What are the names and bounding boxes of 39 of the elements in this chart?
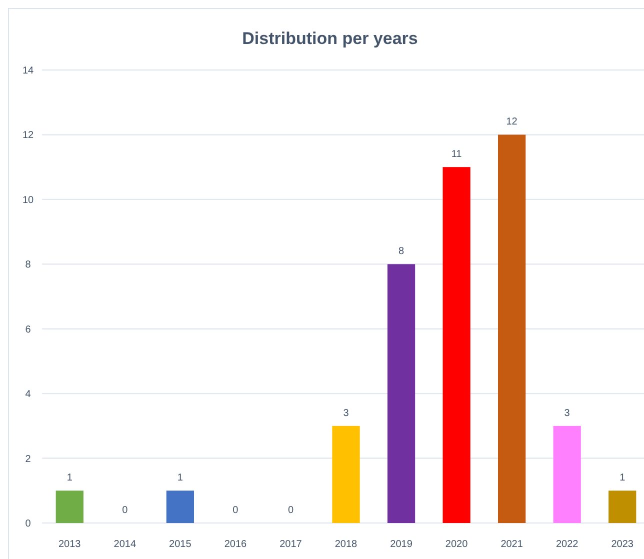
data-label: 0 [232,505,239,516]
x-tick-label: 2014 [114,539,136,550]
x-tick-label: 2020 [445,539,468,550]
bar [608,490,636,523]
data-label: 0 [288,505,294,516]
y-tick-label: 6 [25,324,32,336]
y-tick-label: 10 [22,194,34,206]
data-label: 11 [451,149,462,160]
y-tick-label: 12 [22,130,34,142]
data-label: 1 [177,472,184,484]
y-tick-label: 0 [25,518,32,530]
bar [387,264,416,523]
bar [553,426,581,523]
data-label: 3 [343,408,350,419]
bar [166,490,194,523]
x-tick-label: 2018 [334,539,358,550]
data-label: 8 [398,246,404,258]
x-tick-label: 2022 [556,539,579,550]
x-tick-label: 2015 [169,539,192,550]
x-tick-label: 2021 [500,539,524,550]
y-tick-label: 8 [25,260,32,271]
x-tick-label: 2023 [611,539,634,550]
bar [332,426,360,523]
x-tick-label: 2016 [224,539,248,550]
bar [56,490,84,523]
data-label: 0 [122,505,128,516]
chart-title: Distribution per years [242,29,418,48]
bar [498,134,526,523]
y-tick-label: 2 [25,454,32,465]
data-label: 1 [66,472,73,484]
x-tick-label: 2013 [58,539,82,550]
x-tick-label: 2017 [280,539,302,550]
x-tick-label: 2019 [390,539,413,550]
data-label: 12 [506,116,518,128]
y-tick-label: 14 [22,66,34,76]
data-label: 1 [620,472,626,484]
y-tick-label: 4 [25,389,32,400]
bar [442,167,470,523]
data-label: 3 [564,408,570,419]
